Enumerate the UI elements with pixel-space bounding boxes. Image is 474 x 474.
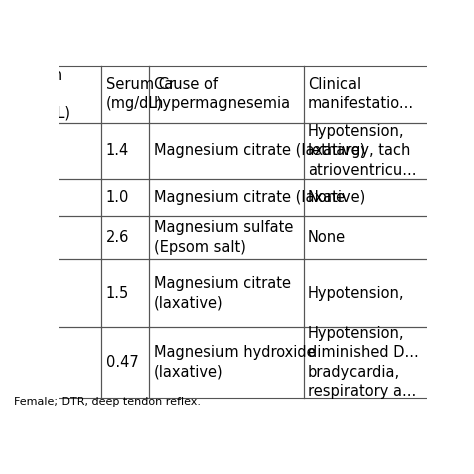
Text: Magnesium citrate (laxative): Magnesium citrate (laxative): [154, 143, 365, 158]
Text: Magnesium hydroxide
(laxative): Magnesium hydroxide (laxative): [154, 346, 315, 380]
Text: Magnesium citrate (laxative): Magnesium citrate (laxative): [154, 190, 365, 205]
Text: 1.1: 1.1: [14, 190, 37, 205]
Text: Hypotension,
lethargy, tach
atrioventricu...: Hypotension, lethargy, tach atrioventric…: [308, 124, 417, 178]
Text: 4.9: 4.9: [14, 355, 37, 370]
Text: 2.6: 2.6: [106, 230, 129, 245]
Text: Magnesium sulfate
(Epsom salt): Magnesium sulfate (Epsom salt): [154, 220, 293, 255]
Text: Serum
Mg
(mg/dL): Serum Mg (mg/dL): [14, 68, 71, 121]
Text: 2.6: 2.6: [14, 286, 37, 301]
Text: Hypotension,: Hypotension,: [308, 286, 404, 301]
Text: 5.6: 5.6: [14, 143, 37, 158]
Text: None: None: [308, 230, 346, 245]
Text: Cause of
hypermagnesemia: Cause of hypermagnesemia: [154, 77, 291, 111]
Text: 1.0: 1.0: [106, 190, 129, 205]
Text: 1.4: 1.4: [106, 143, 129, 158]
Text: 1.5: 1.5: [106, 286, 129, 301]
Text: Female; DTR, deep tendon reflex.: Female; DTR, deep tendon reflex.: [14, 397, 201, 407]
Text: None: None: [308, 190, 346, 205]
Text: Serum Cr
(mg/dL): Serum Cr (mg/dL): [106, 77, 175, 111]
Text: 0.47: 0.47: [106, 355, 139, 370]
Text: Clinical
manifestatio...: Clinical manifestatio...: [308, 77, 414, 111]
Text: 1.1: 1.1: [14, 230, 37, 245]
Text: Magnesium citrate
(laxative): Magnesium citrate (laxative): [154, 276, 291, 310]
Text: Hypotension,
diminished D...
bradycardia,
respiratory a...: Hypotension, diminished D... bradycardia…: [308, 326, 419, 399]
